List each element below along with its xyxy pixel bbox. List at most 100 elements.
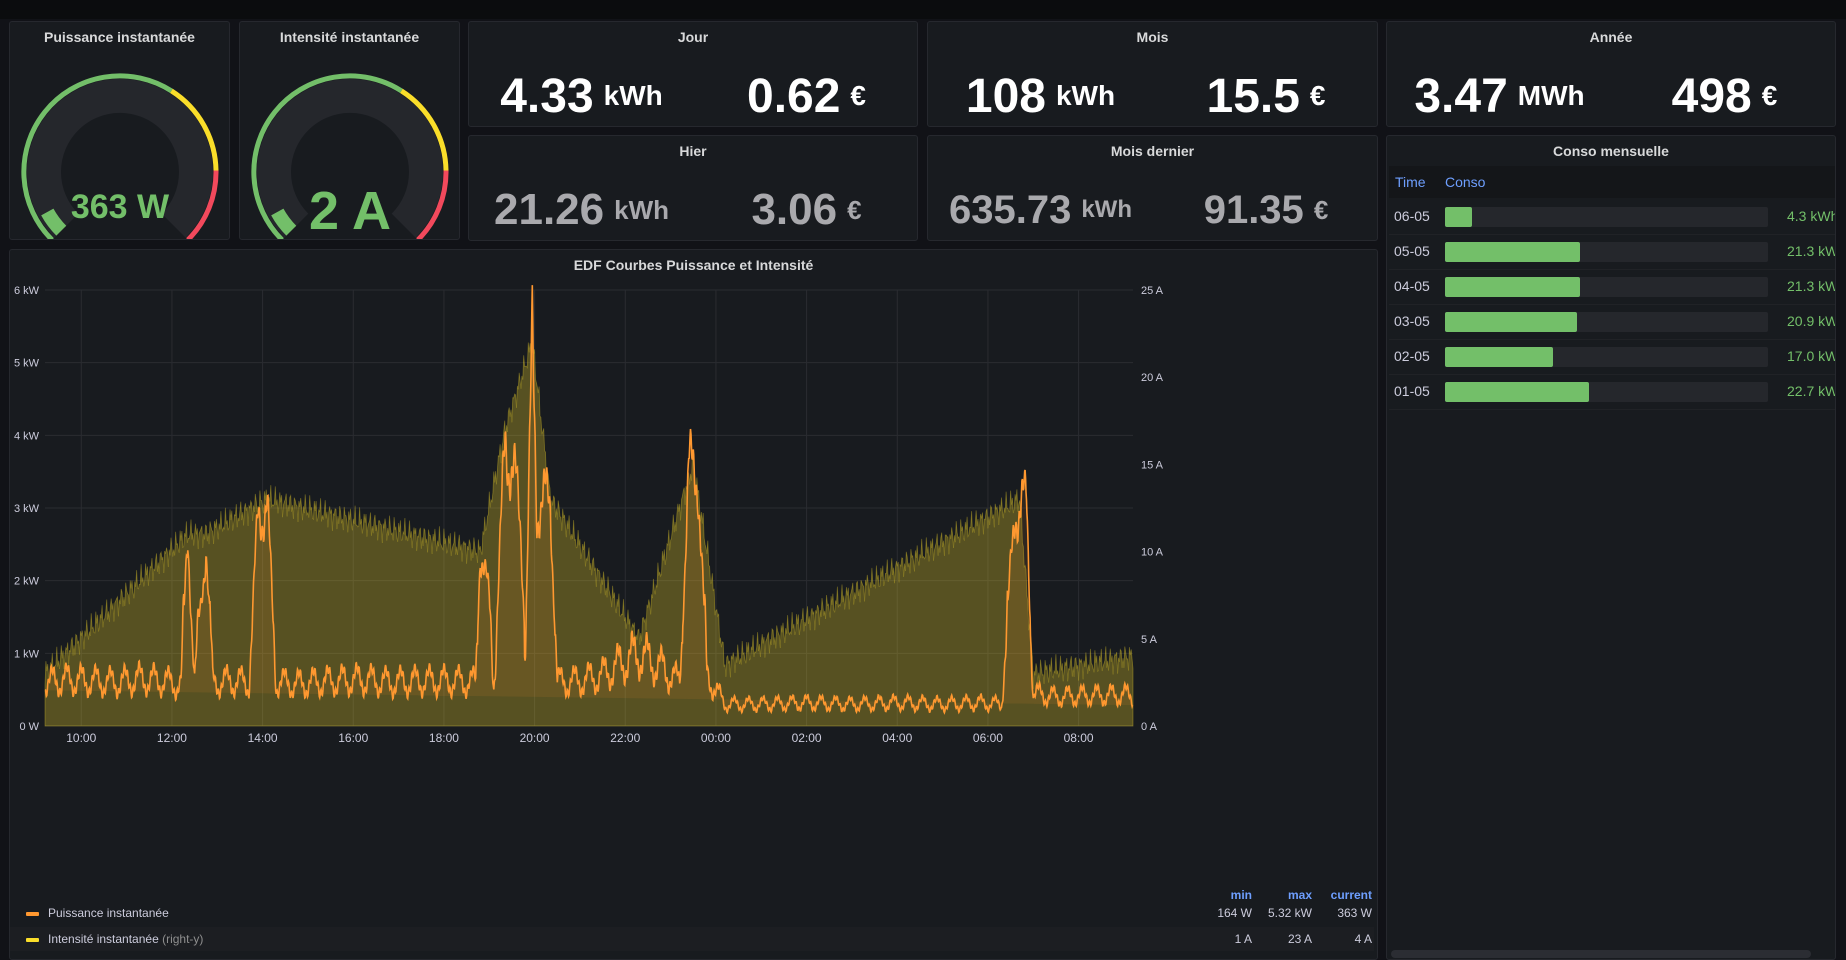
x-tick-label: 12:00 <box>157 731 187 745</box>
gauge-bar-fill <box>1445 347 1553 367</box>
gauge-bar-track <box>1445 382 1768 402</box>
stat-cost-unit: € <box>847 194 862 225</box>
stat-cost: 0.62 € <box>694 22 917 126</box>
gauge-bar-track <box>1445 312 1768 332</box>
legend-header-max[interactable]: max <box>1287 888 1312 902</box>
y-left-tick-label: 3 kW <box>14 503 40 515</box>
timeseries-panel[interactable]: EDF Courbes Puissance et Intensité 0 W 1 … <box>9 249 1378 960</box>
x-tick-label: 02:00 <box>792 731 822 745</box>
stat-cost: 3.06 € <box>694 136 917 240</box>
row-value: 21.3 kWh <box>1787 243 1835 259</box>
stat-energy-unit: kWh <box>1081 196 1132 223</box>
row-time: 03-05 <box>1394 313 1430 329</box>
stat-cost: 498 € <box>1612 22 1835 126</box>
panel-title: Jour <box>677 29 709 45</box>
legend-label: Intensité instantanée (right-y) <box>48 932 203 946</box>
stat-energy-value: 3.47 <box>1414 69 1508 123</box>
legend-label: Puissance instantanée <box>48 906 169 920</box>
stat-energy-unit: kWh <box>1055 80 1116 111</box>
gauge-bar-fill <box>1445 207 1473 227</box>
row-time: 04-05 <box>1394 278 1430 294</box>
stat-panel-mois-dernier[interactable]: Mois dernier 635.73 kWh 91.35 € <box>927 135 1378 241</box>
stat-energy: 635.73 kWh <box>928 136 1153 240</box>
stat-energy: 3.47 MWh <box>1387 22 1612 126</box>
y-right-tick-label: 15 A <box>1141 459 1164 471</box>
stat-energy-unit: kWh <box>603 80 663 111</box>
table-row[interactable]: 02-05 17.0 kWh <box>1389 339 1835 375</box>
x-tick-label: 08:00 <box>1064 731 1094 745</box>
stat-energy-unit: kWh <box>614 194 669 225</box>
top-bar <box>0 0 1846 19</box>
legend-row-intensite[interactable]: Intensité instantanée (right-y) 1 A 23 A… <box>10 927 1374 951</box>
y-left-tick-label: 5 kW <box>14 358 40 370</box>
table-row[interactable]: 04-05 21.3 kWh <box>1389 269 1835 305</box>
series-intensite-area <box>44 339 1134 727</box>
row-value: 17.0 kWh <box>1787 348 1835 364</box>
gauge-bar-track <box>1445 242 1768 262</box>
gauge-threshold-yellow <box>170 88 219 171</box>
legend-axis-suffix: (right-y) <box>162 932 204 946</box>
horizontal-scrollbar[interactable] <box>1391 950 1811 958</box>
legend-current: 363 W <box>1337 906 1372 920</box>
legend-swatch <box>26 912 39 916</box>
conso-mensuelle-panel[interactable]: Conso mensuelle Time Conso 06-05 4.3 kWh 0… <box>1386 135 1836 960</box>
column-header-time[interactable]: Time <box>1395 174 1426 190</box>
stat-panel-mois[interactable]: Mois 108 kWh 15.5 € <box>927 21 1378 127</box>
gauge-panel-intensite[interactable]: Intensité instantanée 2 A <box>239 21 460 240</box>
panel-title: Puissance instantanée <box>44 29 195 45</box>
legend-swatch <box>26 938 39 942</box>
x-tick-label: 14:00 <box>248 731 278 745</box>
stat-energy-value: 21.26 <box>494 185 605 234</box>
stat-energy-unit: MWh <box>1517 80 1585 111</box>
panel-title: Mois dernier <box>1110 143 1195 159</box>
y-left-tick-label: 0 W <box>19 721 39 733</box>
timeseries-chart[interactable]: 0 W 1 kW 2 kW 3 kW 4 kW 5 kW 6 kW 0 A 5 A 10 A 15 … <box>10 250 1378 960</box>
x-tick-label: 18:00 <box>429 731 459 745</box>
table-row[interactable]: 06-05 4.3 kWh <box>1389 199 1835 235</box>
table-row[interactable]: 03-05 20.9 kWh <box>1389 304 1835 340</box>
stat-panel-annee[interactable]: Année 3.47 MWh 498 € <box>1386 21 1836 127</box>
gauge-value: 2 A <box>309 181 391 240</box>
panel-title: Intensité instantanée <box>279 29 420 45</box>
legend-min: 1 A <box>1234 932 1252 946</box>
gauge-threshold-green <box>251 73 403 239</box>
gauge-bar-fill <box>1445 312 1578 332</box>
legend-series-name: Puissance instantanée <box>48 906 169 920</box>
gauge-bar-track <box>1445 277 1768 297</box>
x-tick-label: 00:00 <box>701 731 731 745</box>
gauge-threshold-yellow <box>400 88 449 171</box>
y-right-tick-label: 10 A <box>1141 547 1164 559</box>
table-row[interactable]: 01-05 22.7 kWh <box>1389 374 1835 410</box>
gauge-bar-fill <box>1445 277 1580 297</box>
x-tick-label: 16:00 <box>338 731 368 745</box>
stat-energy: 108 kWh <box>928 22 1153 126</box>
row-time: 02-05 <box>1394 348 1430 364</box>
row-time: 05-05 <box>1394 243 1430 259</box>
legend-header-current[interactable]: current <box>1330 888 1372 902</box>
legend-header-min[interactable]: min <box>1230 888 1252 902</box>
y-right-tick-label: 20 A <box>1141 372 1164 384</box>
legend-row-puissance[interactable]: Puissance instantanée 164 W 5.32 kW 363 … <box>10 901 1374 925</box>
y-left-tick-label: 4 kW <box>14 430 40 442</box>
stat-cost-value: 91.35 <box>1203 187 1304 232</box>
table-row[interactable]: 05-05 21.3 kWh <box>1389 234 1835 270</box>
column-header-conso[interactable]: Conso <box>1445 174 1486 190</box>
stat-panel-hier[interactable]: Hier 21.26 kWh 3.06 € <box>468 135 918 241</box>
gauge-bar-fill <box>1445 242 1580 262</box>
gauge-panel-puissance[interactable]: Puissance instantanée 363 W <box>9 21 230 240</box>
stat-cost-unit: € <box>1309 80 1326 111</box>
table-header: Time Conso <box>1389 166 1835 198</box>
stat-cost-unit: € <box>1761 80 1778 111</box>
gauge-puissance: 363 W <box>21 73 219 239</box>
stat-energy-value: 108 <box>965 69 1046 123</box>
stat-energy: 21.26 kWh <box>469 136 694 240</box>
gauge-value-arc <box>41 208 67 236</box>
gauge-intensite: 2 A <box>251 73 449 240</box>
stat-panel-jour[interactable]: Jour 4.33 kWh 0.62 € <box>468 21 918 127</box>
gauge-track <box>257 78 443 238</box>
y-left-tick-label: 6 kW <box>14 285 40 297</box>
legend-max: 5.32 kW <box>1267 906 1312 920</box>
row-time: 01-05 <box>1394 383 1430 399</box>
panel-title: Conso mensuelle <box>1553 143 1669 159</box>
row-value: 20.9 kWh <box>1787 313 1835 329</box>
